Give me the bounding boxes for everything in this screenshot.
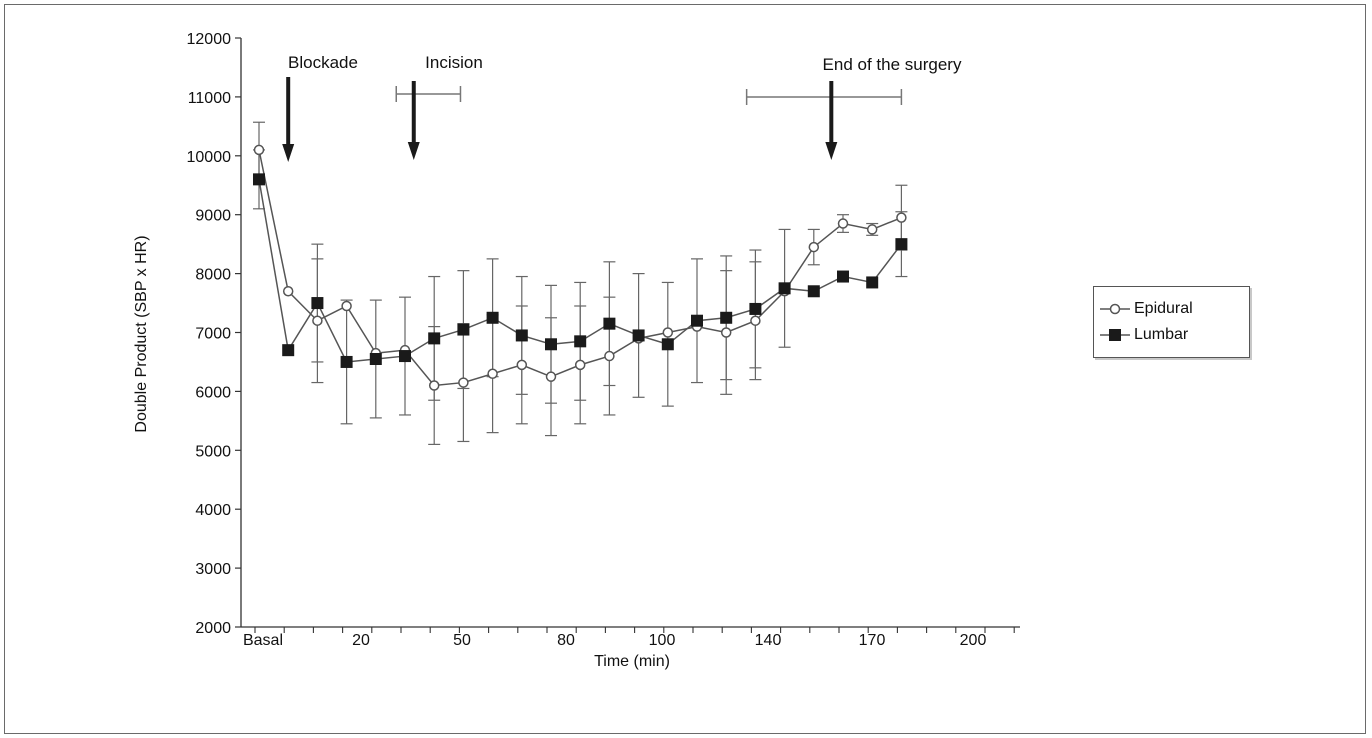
legend-label-lumbar: Lumbar <box>1134 326 1189 343</box>
x-tick-label-80: 80 <box>557 632 575 649</box>
point-lumbar <box>778 282 791 295</box>
legend-marker-epidural <box>1100 303 1130 315</box>
point-lumbar <box>428 332 441 345</box>
y-tick-label-8000: 8000 <box>195 267 231 284</box>
legend-item-lumbar: Lumbar <box>1094 325 1249 345</box>
x-tick-label-140: 140 <box>755 632 782 649</box>
annotation-incision: Incision <box>425 53 483 72</box>
point-lumbar <box>399 350 411 363</box>
point-epidural <box>866 224 878 235</box>
point-epidural <box>545 371 557 382</box>
point-lumbar <box>749 302 762 315</box>
x-tick-label-basal: Basal <box>243 632 283 649</box>
y-tick-label-3000: 3000 <box>195 561 231 578</box>
point-epidural <box>837 218 849 229</box>
point-epidural <box>341 300 352 312</box>
point-lumbar <box>661 338 674 351</box>
down-arrow-icon <box>282 144 295 162</box>
point-lumbar <box>603 317 616 330</box>
annotations: Blockade Incision End of the surgery <box>282 53 962 162</box>
x-tick-label-100: 100 <box>649 632 676 649</box>
line-chart: 2000 3000 4000 5000 6000 7000 8000 9000 10000 110… <box>133 31 1020 670</box>
y-tick-label-9000: 9000 <box>195 208 231 225</box>
legend-marker-lumbar <box>1100 329 1130 341</box>
point-epidural <box>458 377 469 388</box>
point-epidural <box>604 350 615 362</box>
point-lumbar <box>691 314 703 327</box>
down-arrow-icon <box>407 142 420 160</box>
point-lumbar <box>340 355 353 368</box>
point-lumbar <box>515 329 528 342</box>
point-lumbar <box>369 353 382 366</box>
legend-item-epidural: Epidural <box>1094 299 1249 319</box>
x-tick-label-200: 200 <box>960 632 987 649</box>
point-epidural <box>896 212 907 223</box>
point-lumbar <box>486 311 499 324</box>
point-epidural <box>487 368 498 379</box>
point-epidural <box>662 327 674 338</box>
legend: Epidural Lumbar <box>1093 286 1250 358</box>
annotation-end-of-the-surgery: End of the surgery <box>823 55 962 74</box>
y-axis-ticks: 2000 3000 4000 5000 6000 7000 8000 9000 10000 110… <box>187 31 241 637</box>
point-lumbar <box>545 338 557 351</box>
x-tick-label-20: 20 <box>352 632 370 649</box>
point-epidural <box>574 359 586 371</box>
x-tick-label-50: 50 <box>453 632 471 649</box>
point-lumbar <box>720 311 733 324</box>
point-epidural <box>312 315 323 326</box>
y-tick-label-11000: 11000 <box>188 90 231 107</box>
y-tick-label-4000: 4000 <box>195 502 231 519</box>
point-epidural <box>720 327 732 338</box>
point-epidural <box>282 286 294 297</box>
x-tick-label-170: 170 <box>859 632 886 649</box>
annotation-blockade: Blockade <box>288 53 358 72</box>
error-bars <box>253 121 908 446</box>
y-tick-label-12000: 12000 <box>187 31 232 48</box>
point-lumbar <box>837 270 849 283</box>
legend-label-epidural: Epidural <box>1134 300 1193 317</box>
point-epidural <box>808 241 820 253</box>
figure-frame: 2000 3000 4000 5000 6000 7000 8000 9000 10000 110… <box>4 4 1366 734</box>
point-lumbar <box>282 344 295 357</box>
point-lumbar <box>807 285 820 298</box>
point-lumbar <box>632 329 645 342</box>
x-axis-label: Time (min) <box>594 653 670 670</box>
y-axis-label: Double Product (SBP x HR) <box>133 235 150 432</box>
point-lumbar <box>574 335 587 348</box>
point-lumbar <box>253 173 265 186</box>
point-lumbar <box>866 276 879 289</box>
point-epidural <box>516 359 528 371</box>
point-epidural <box>750 315 761 326</box>
series-markers <box>253 144 908 391</box>
y-tick-label-2000: 2000 <box>195 620 231 637</box>
down-arrow-icon <box>825 142 838 160</box>
point-epidural <box>428 380 440 391</box>
point-lumbar <box>895 238 908 251</box>
point-epidural <box>253 144 265 156</box>
y-tick-label-5000: 5000 <box>195 443 231 460</box>
point-lumbar <box>311 297 324 310</box>
y-tick-label-7000: 7000 <box>195 326 231 343</box>
point-lumbar <box>457 323 470 336</box>
y-tick-label-10000: 10000 <box>187 149 232 166</box>
y-tick-label-6000: 6000 <box>195 384 231 401</box>
x-axis-ticks: Basal 20 50 80 100 140 170 200 <box>243 627 1015 649</box>
